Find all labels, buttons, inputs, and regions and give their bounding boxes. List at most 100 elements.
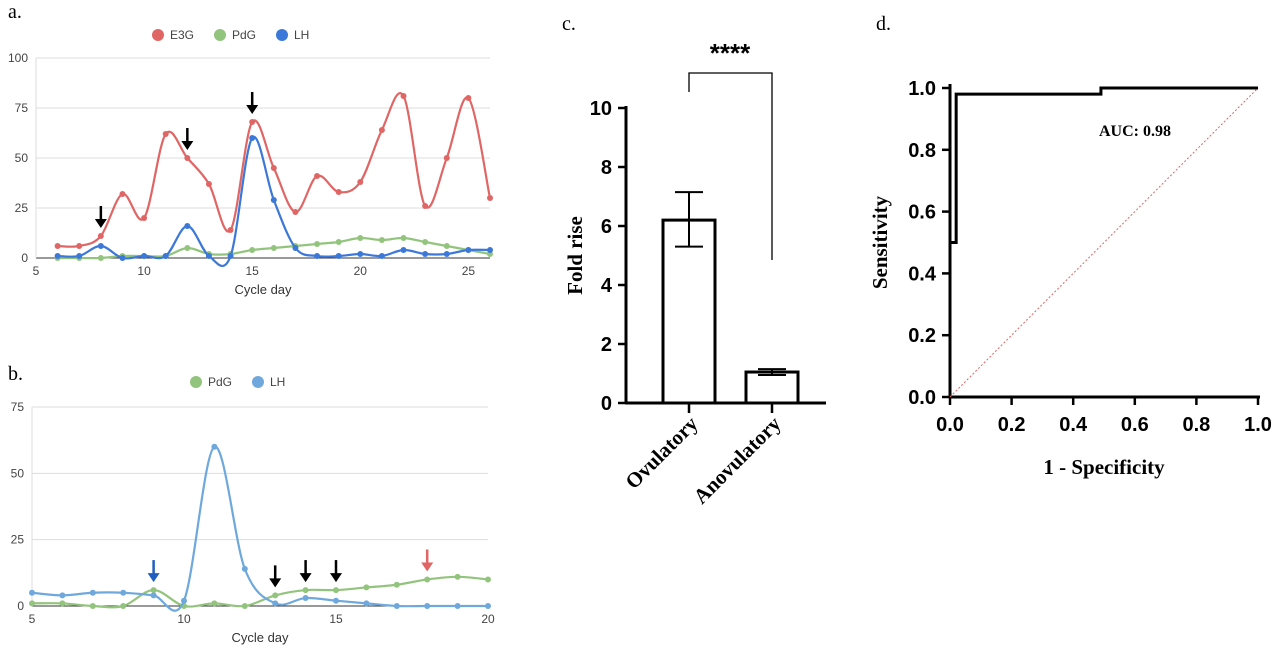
data-point [400,235,407,241]
arrow-marker [269,565,282,588]
data-point [393,603,400,609]
data-point [363,600,370,607]
y-tick-label: 8 [601,157,612,179]
data-point [422,203,429,209]
data-point [465,95,472,101]
data-point [485,603,491,609]
roc-curve [950,86,1258,244]
data-point [89,603,96,609]
data-point [120,603,127,609]
data-point [485,576,491,583]
y-tick-label: 6 [601,216,612,238]
data-point [363,584,370,591]
data-point [357,235,364,241]
panel-label-a: a. [8,1,22,23]
data-point [76,243,83,249]
chart-panel-d: 0.0 0.2 0.4 0.6 0.8 1.0 0.0 0.2 0.4 0.6 0.8 1.0 1 - … [868,78,1272,479]
legend-marker [276,29,288,41]
data-point [378,127,385,133]
data-point [302,587,309,594]
x-tick-label: 15 [246,264,260,278]
data-point [272,600,279,607]
y-tick-label: 0.2 [908,325,936,347]
data-point [357,251,364,257]
x-tick-label: 25 [462,264,476,278]
legend-label: PdG [208,375,232,389]
significance-bracket [688,72,773,260]
data-point [270,245,277,251]
data-point [211,443,218,450]
y-tick-label: 4 [601,275,613,297]
data-point [89,589,96,596]
y-tick-label: 0.8 [908,140,936,162]
data-point [120,589,127,596]
y-tick-label: 50 [11,466,25,480]
x-tick-label: 0.4 [1059,414,1088,436]
data-point [241,603,248,609]
data-point [333,597,339,604]
data-point [97,243,104,249]
arrow-head [147,573,160,583]
data-point [59,592,66,599]
data-point [378,253,385,259]
legend-marker [152,29,164,41]
data-point [454,573,461,580]
legend-marker [214,29,226,41]
y-axis-title: Sensitivity [868,195,892,289]
data-point [249,119,256,125]
y-tick-label: 2 [601,334,612,356]
series-line [57,135,491,268]
bar [661,218,717,405]
data-point [422,239,429,245]
data-point [97,255,104,261]
data-point [150,587,157,594]
data-point [454,603,461,609]
y-tick-label: 0 [21,251,28,265]
bar [744,370,800,405]
data-point [270,165,277,171]
x-tick-label: 0.0 [936,414,964,436]
data-point [54,243,61,249]
data-point [393,581,400,588]
data-point [97,233,104,239]
data-point [227,253,234,259]
data-point [184,245,191,251]
data-point [162,253,169,259]
x-tick-label: 1.0 [1244,414,1272,436]
data-point [333,587,339,594]
arrow-head [421,562,434,572]
x-axis-title: Cycle day [231,630,289,645]
arrow-marker [147,560,160,583]
data-point [335,189,342,195]
data-point [59,600,66,607]
data-point [54,253,61,259]
data-point [162,131,169,137]
legend-marker [252,376,264,388]
data-point [249,135,256,141]
data-point [119,255,126,261]
data-point [314,253,321,259]
x-category-label: Anovulatory [689,411,786,508]
arrow-marker [181,128,194,150]
data-point [29,589,35,596]
data-point [443,251,450,257]
data-point [424,603,431,609]
arrow-head [94,219,107,228]
data-point [378,237,385,243]
data-point [292,245,299,251]
arrow-head [181,141,194,150]
legend-label: LH [294,28,309,42]
panel-label-d: d. [876,13,891,35]
data-point [424,576,431,583]
data-point [292,209,299,215]
data-point [150,592,157,599]
data-point [422,251,429,257]
data-point [400,93,407,99]
data-point [29,600,35,607]
arrow-marker [330,560,342,583]
data-point [443,243,450,249]
data-point [119,191,126,197]
data-point [249,247,256,253]
